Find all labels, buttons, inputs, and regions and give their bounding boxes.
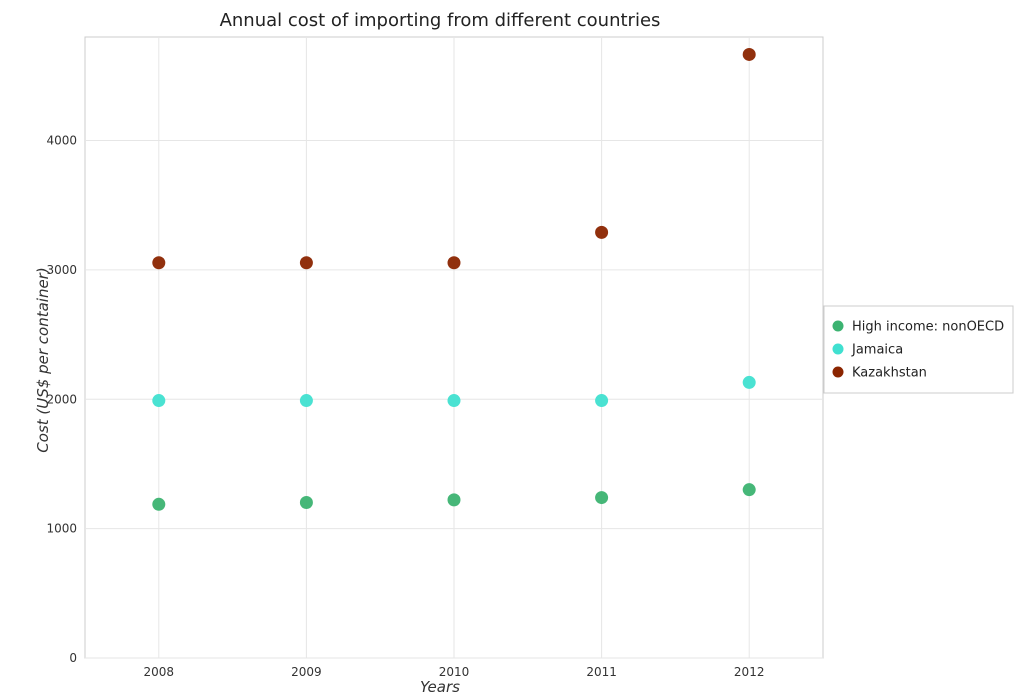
series-kazakhstan — [152, 47, 756, 270]
data-point — [299, 256, 313, 270]
data-point — [447, 256, 461, 270]
y-axis-label: Cost (US$ per container) — [34, 267, 52, 452]
x-tick-label: 2009 — [291, 665, 322, 679]
data-point — [742, 375, 756, 389]
legend-marker — [832, 343, 844, 355]
legend-marker — [832, 366, 844, 378]
data-point — [299, 394, 313, 408]
y-tick-label: 1000 — [46, 522, 77, 536]
data-point — [152, 497, 166, 511]
data-point — [595, 225, 609, 239]
legend-label: Kazakhstan — [852, 366, 927, 381]
y-tick-label: 0 — [69, 651, 77, 665]
y-tick-label: 2000 — [46, 392, 77, 406]
data-point — [742, 483, 756, 497]
data-points — [152, 47, 756, 511]
data-point — [447, 394, 461, 408]
y-tick-label: 4000 — [46, 134, 77, 148]
x-tick-label: 2008 — [144, 665, 175, 679]
legend-label: Jamaica — [851, 343, 903, 358]
data-point — [595, 394, 609, 408]
data-point — [152, 394, 166, 408]
y-tick-label: 3000 — [46, 263, 77, 277]
data-point — [742, 47, 756, 61]
legend-marker — [832, 320, 844, 332]
series-jamaica — [152, 375, 756, 408]
grid-lines — [85, 37, 823, 659]
legend-label: High income: nonOECD — [852, 320, 1004, 335]
y-axis-ticks: 0 1000 2000 3000 4000 — [46, 134, 77, 666]
legend: High income: nonOECD Jamaica Kazakhstan — [823, 305, 1014, 394]
x-tick-label: 2010 — [439, 665, 470, 679]
data-point — [299, 495, 313, 509]
x-tick-label: 2011 — [586, 665, 617, 679]
series-high-income-nonoecd — [152, 483, 756, 511]
legend-box — [823, 305, 1014, 394]
data-point — [447, 493, 461, 507]
x-axis-label: Years — [420, 678, 460, 696]
x-tick-label: 2012 — [734, 665, 765, 679]
data-point — [595, 491, 609, 505]
chart-title: Annual cost of importing from different … — [220, 10, 661, 31]
x-axis-ticks: 2008 2009 2010 2011 2012 — [144, 665, 765, 679]
data-point — [152, 256, 166, 270]
